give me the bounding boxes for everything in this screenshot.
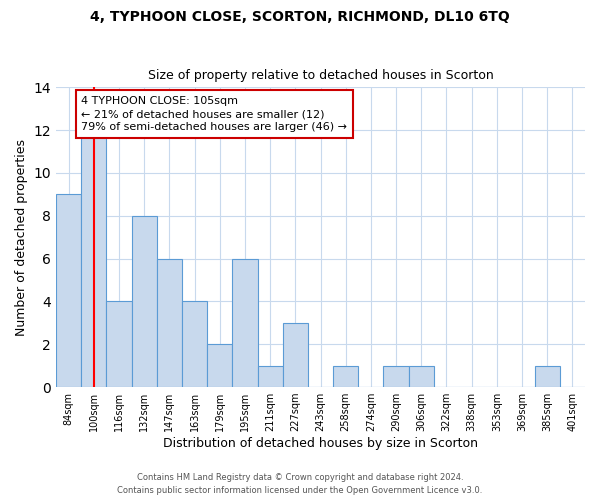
Bar — [232, 258, 257, 387]
Text: 4 TYPHOON CLOSE: 105sqm
← 21% of detached houses are smaller (12)
79% of semi-de: 4 TYPHOON CLOSE: 105sqm ← 21% of detache… — [81, 96, 347, 132]
Title: Size of property relative to detached houses in Scorton: Size of property relative to detached ho… — [148, 69, 493, 82]
Bar — [207, 344, 232, 387]
Text: 4, TYPHOON CLOSE, SCORTON, RICHMOND, DL10 6TQ: 4, TYPHOON CLOSE, SCORTON, RICHMOND, DL1… — [90, 10, 510, 24]
Bar — [106, 302, 131, 387]
Bar — [81, 130, 106, 387]
Bar — [257, 366, 283, 387]
Bar — [535, 366, 560, 387]
Bar — [56, 194, 81, 387]
X-axis label: Distribution of detached houses by size in Scorton: Distribution of detached houses by size … — [163, 437, 478, 450]
Y-axis label: Number of detached properties: Number of detached properties — [15, 138, 28, 336]
Bar — [383, 366, 409, 387]
Text: Contains HM Land Registry data © Crown copyright and database right 2024.
Contai: Contains HM Land Registry data © Crown c… — [118, 474, 482, 495]
Bar — [182, 302, 207, 387]
Bar — [333, 366, 358, 387]
Bar — [409, 366, 434, 387]
Bar — [157, 258, 182, 387]
Bar — [131, 216, 157, 387]
Bar — [283, 323, 308, 387]
